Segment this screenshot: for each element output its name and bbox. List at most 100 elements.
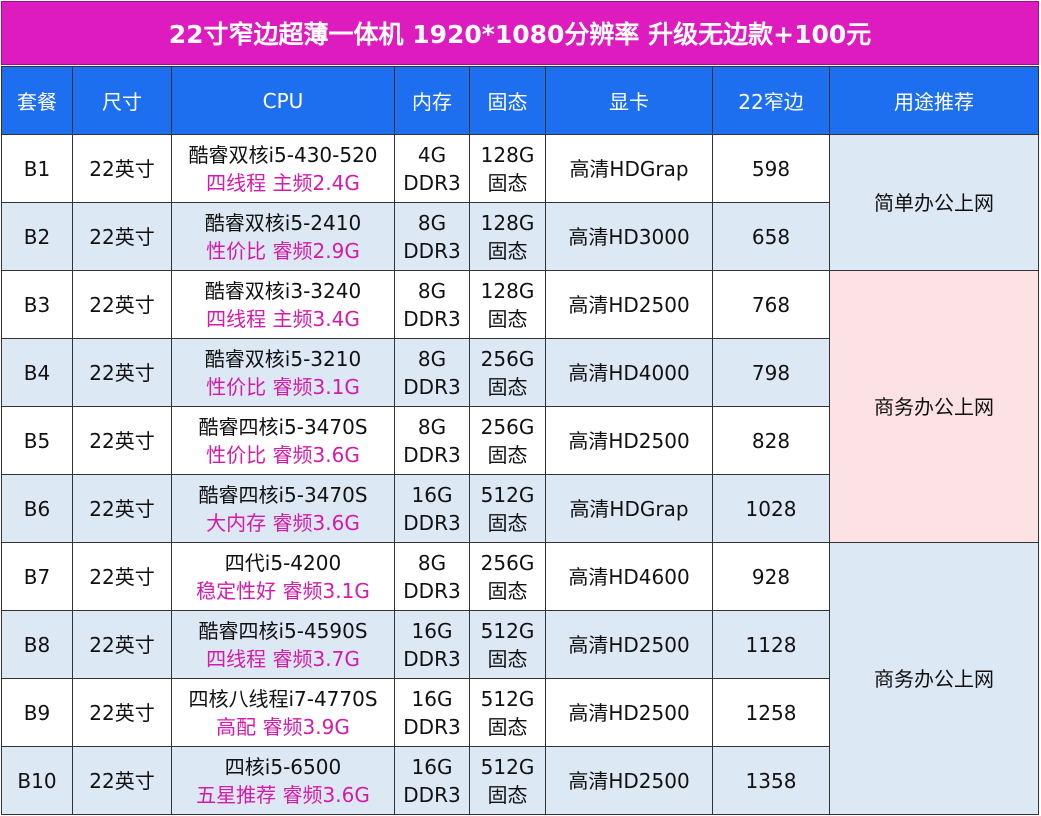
- gpu-cell: 高清HD2500: [545, 270, 713, 339]
- size-cell: 22英寸: [72, 202, 172, 271]
- memory-type: DDR3: [403, 646, 461, 671]
- package-label: B3: [23, 292, 51, 317]
- cpu-cell: 酷睿四核i5-4590S 四线程 睿频3.7G: [171, 610, 395, 679]
- package-label: B8: [23, 632, 51, 657]
- gpu-label: 高清HD4000: [568, 360, 690, 385]
- price-value: 658: [751, 224, 791, 249]
- cpu-model: 四核八线程i7-4770S: [188, 686, 378, 711]
- cpu-cell: 酷睿四核i5-3470S 大内存 睿频3.6G: [171, 474, 395, 543]
- package-cell: B4: [1, 338, 73, 407]
- price-value: 598: [751, 156, 791, 181]
- package-cell: B9: [1, 678, 73, 747]
- package-cell: B6: [1, 474, 73, 543]
- ssd-size: 512G: [480, 482, 535, 507]
- size-label: 22英寸: [89, 768, 155, 793]
- memory-type: DDR3: [403, 238, 461, 263]
- memory-type: DDR3: [403, 306, 461, 331]
- cpu-model: 酷睿双核i5-2410: [204, 210, 362, 235]
- ssd-size: 256G: [480, 346, 535, 371]
- ssd-size: 512G: [480, 618, 535, 643]
- ssd-type: 固态: [487, 782, 528, 807]
- size-label: 22英寸: [89, 224, 155, 249]
- memory-size: 8G: [417, 210, 447, 235]
- ssd-type: 固态: [487, 238, 528, 263]
- gpu-label: 高清HD2500: [568, 428, 690, 453]
- header-size: 尺寸: [72, 66, 172, 135]
- size-cell: 22英寸: [72, 542, 172, 611]
- cpu-feature: 四线程 主频2.4G: [206, 170, 360, 195]
- ssd-type: 固态: [487, 374, 528, 399]
- cpu-feature: 性价比 睿频2.9G: [206, 238, 360, 263]
- gpu-cell: 高清HD3000: [545, 202, 713, 271]
- size-cell: 22英寸: [72, 270, 172, 339]
- gpu-cell: 高清HDGrap: [545, 474, 713, 543]
- ssd-cell: 512G 固态: [469, 610, 546, 679]
- package-cell: B2: [1, 202, 73, 271]
- size-cell: 22英寸: [72, 474, 172, 543]
- ssd-cell: 256G 固态: [469, 406, 546, 475]
- package-label: B7: [23, 564, 51, 589]
- table-row: B7 22英寸 四代i5-4200 稳定性好 睿频3.1G 8G DDR3 256G 固态 高清…: [1, 542, 1039, 815]
- memory-cell: 4G DDR3: [394, 134, 470, 203]
- ssd-size: 128G: [480, 278, 535, 303]
- memory-cell: 16G DDR3: [394, 474, 470, 543]
- header-package: 套餐: [1, 66, 73, 135]
- gpu-label: 高清HD4600: [568, 564, 690, 589]
- price-cell: 1258: [712, 678, 830, 747]
- memory-type: DDR3: [403, 578, 461, 603]
- ssd-size: 128G: [480, 142, 535, 167]
- header-ssd: 固态: [469, 66, 546, 135]
- cpu-model: 四核i5-6500: [224, 754, 342, 779]
- memory-size: 8G: [417, 550, 447, 575]
- table-row: B8 22英寸 酷睿四核i5-4590S 四线程 睿频3.7G 16G DDR3 512G 固…: [1, 610, 1039, 679]
- header-gpu: 显卡: [545, 66, 713, 135]
- size-cell: 22英寸: [72, 338, 172, 407]
- ssd-size: 512G: [480, 686, 535, 711]
- memory-cell: 8G DDR3: [394, 338, 470, 407]
- header-row: 套餐 尺寸 CPU 内存 固态 显卡 22窄边 用途推荐: [1, 66, 1039, 135]
- package-label: B1: [23, 156, 51, 181]
- ssd-type: 固态: [487, 646, 528, 671]
- gpu-cell: 高清HD4600: [545, 542, 713, 611]
- price-value: 1128: [745, 632, 797, 657]
- package-label: B6: [23, 496, 51, 521]
- memory-size: 16G: [411, 754, 453, 779]
- ssd-cell: 512G 固态: [469, 746, 546, 815]
- package-label: B10: [17, 768, 57, 793]
- memory-type: DDR3: [403, 782, 461, 807]
- memory-type: DDR3: [403, 442, 461, 467]
- memory-size: 8G: [417, 414, 447, 439]
- table-row: B4 22英寸 酷睿双核i5-3210 性价比 睿频3.1G 8G DDR3 256G 固态 高…: [1, 338, 1039, 407]
- cpu-model: 四代i5-4200: [224, 550, 342, 575]
- table-row: B1 22英寸 酷睿双核i5-430-520 四线程 主频2.4G 4G DDR3 128G…: [1, 134, 1039, 271]
- header-cpu: CPU: [171, 66, 395, 135]
- ssd-type: 固态: [487, 714, 528, 739]
- cpu-cell: 酷睿双核i3-3240 四线程 主频3.4G: [171, 270, 395, 339]
- memory-size: 4G: [417, 142, 447, 167]
- table-row: B10 22英寸 四核i5-6500 五星推荐 睿频3.6G 16G DDR3 512G 固态…: [1, 746, 1039, 815]
- cpu-model: 酷睿四核i5-3470S: [198, 414, 368, 439]
- price-value: 928: [751, 564, 791, 589]
- gpu-cell: 高清HD2500: [545, 610, 713, 679]
- usage-label: 商务办公上网: [874, 394, 994, 419]
- table-row: B5 22英寸 酷睿四核i5-3470S 性价比 睿频3.6G 8G DDR3 256G 固态…: [1, 406, 1039, 475]
- size-label: 22英寸: [89, 428, 155, 453]
- cpu-feature: 五星推荐 睿频3.6G: [196, 782, 370, 807]
- header-price: 22窄边: [712, 66, 830, 135]
- price-cell: 658: [712, 202, 830, 271]
- size-label: 22英寸: [89, 700, 155, 725]
- usage-cell: 商务办公上网: [829, 542, 1039, 815]
- ssd-cell: 256G 固态: [469, 338, 546, 407]
- ssd-cell: 128G 固态: [469, 134, 546, 203]
- price-cell: 768: [712, 270, 830, 339]
- ssd-cell: 512G 固态: [469, 678, 546, 747]
- price-value: 1258: [745, 700, 797, 725]
- cpu-model: 酷睿四核i5-3470S: [198, 482, 368, 507]
- gpu-cell: 高清HD4000: [545, 338, 713, 407]
- cpu-cell: 酷睿双核i5-430-520 四线程 主频2.4G: [171, 134, 395, 203]
- cpu-cell: 四核八线程i7-4770S 高配 睿频3.9G: [171, 678, 395, 747]
- memory-cell: 8G DDR3: [394, 542, 470, 611]
- memory-size: 16G: [411, 482, 453, 507]
- ssd-type: 固态: [487, 578, 528, 603]
- gpu-cell: 高清HDGrap: [545, 134, 713, 203]
